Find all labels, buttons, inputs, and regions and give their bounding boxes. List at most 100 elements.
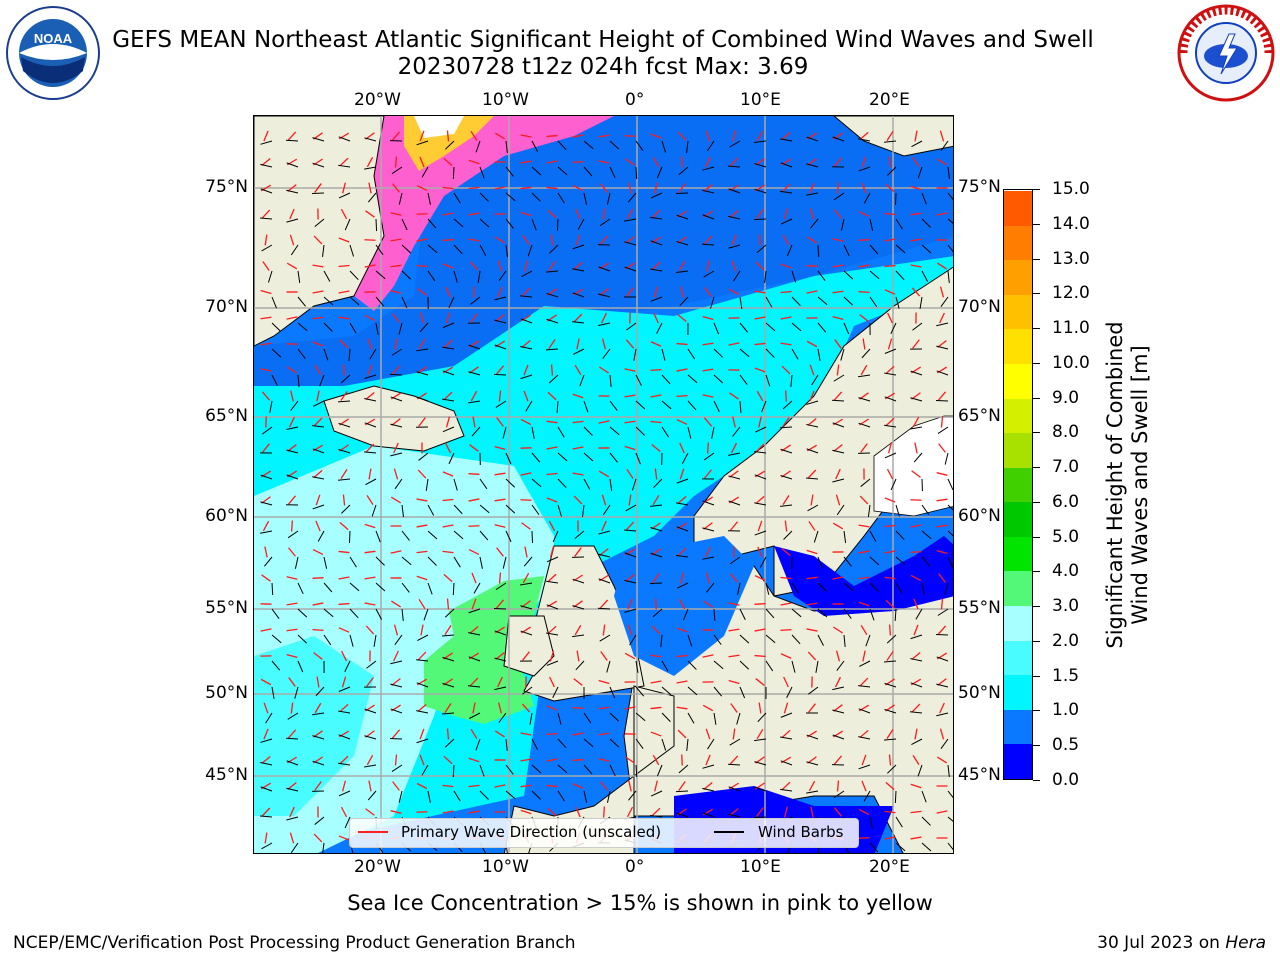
wind-barb [635,764,638,778]
wind-barb [286,162,299,168]
wave-direction-arrow [342,182,346,194]
wave-direction-arrow [599,235,609,245]
wave-direction-arrow [576,338,580,350]
wave-direction-arrow [784,208,788,220]
wind-barb [312,712,325,716]
wave-direction-arrow [704,287,712,297]
wave-direction-arrow [338,602,350,606]
wind-barb [520,346,533,350]
wave-direction-arrow [757,520,763,532]
wave-direction-arrow [650,394,662,398]
wind-barb [341,504,351,514]
wave-direction-arrow [495,599,505,609]
wave-direction-arrow [835,494,841,506]
wave-direction-arrow [628,182,632,194]
colorbar-segment [1004,294,1032,330]
wave-direction-arrow [650,654,662,658]
wave-direction-arrow [655,598,657,610]
wind-barb [271,322,281,332]
wave-direction-arrow [419,130,425,142]
wave-direction-arrow [755,261,765,271]
wave-direction-arrow [549,676,555,688]
wave-direction-arrow [598,160,610,164]
wind-barb [323,348,329,361]
wind-barb [650,814,663,818]
wave-direction-arrow [914,130,918,142]
wave-direction-arrow [521,703,531,713]
wave-direction-arrow [365,808,375,816]
colorbar-tick-mark [1033,293,1040,295]
wave-direction-arrow [262,261,270,271]
wind-barb [375,218,378,232]
wave-direction-arrow [338,237,350,243]
wind-barb [577,218,585,230]
wave-direction-arrow [625,756,635,764]
wind-barb [391,166,403,175]
wind-barb [479,166,485,179]
wave-direction-arrow [365,443,375,453]
wave-direction-arrow [784,806,788,818]
wave-direction-arrow [416,782,428,790]
wave-direction-arrow [520,472,532,476]
wave-direction-arrow [624,420,636,424]
footer-machine: Hera [1225,933,1266,953]
wind-barb [947,270,950,283]
wave-direction-arrow [858,211,870,217]
wave-direction-arrow [316,676,320,688]
wind-barb [322,842,325,853]
wind-barb [529,712,533,725]
wave-direction-arrow [471,598,477,610]
wind-barb [921,530,932,540]
wave-direction-arrow [523,364,529,376]
lat-tick-left: 60°N [205,506,248,526]
wave-direction-arrow [286,576,298,580]
wind-barb [520,374,533,380]
wind-barb [389,373,403,376]
wind-barb [521,270,533,278]
wind-barb [312,735,325,740]
wave-direction-arrow [651,625,661,635]
wind-barb [764,270,767,283]
wind-barb [895,556,906,566]
wave-direction-arrow [572,184,584,192]
wave-direction-arrow [678,183,686,193]
wind-barb [728,475,741,480]
wind-barb [629,634,637,646]
wind-barb [791,296,801,306]
wind-barb [729,140,741,148]
wind-barb [338,734,351,740]
wave-direction-arrow [416,238,428,242]
wave-direction-arrow [366,495,374,505]
wind-barb [786,244,793,257]
wave-direction-arrow [338,835,350,841]
wind-barb [452,582,455,596]
wind-barb [869,842,879,853]
wave-direction-arrow [445,312,451,324]
wave-direction-arrow [548,339,556,349]
wind-barb [739,400,742,414]
wave-direction-arrow [884,264,896,268]
wave-direction-arrow [834,209,842,219]
wave-direction-arrow [755,678,765,686]
wind-barb [728,244,741,249]
wind-barb [791,270,797,283]
wind-barb [765,374,771,387]
wind-barb [260,738,273,743]
colorbar-tick-label: 14.0 [1052,213,1090,234]
wind-barb [780,475,793,480]
wind-barb [557,504,562,517]
wave-direction-arrow [262,443,270,453]
wind-barb [754,451,767,454]
wave-direction-arrow [729,808,739,816]
wave-direction-arrow [549,546,555,558]
wind-barb [840,348,845,361]
wind-barb-legend-label: Wind Barbs [758,823,844,841]
wind-barb [349,556,357,568]
wave-direction-arrow [261,158,271,166]
wave-direction-arrow [419,728,425,740]
wind-barb [375,530,381,543]
wave-direction-arrow [885,183,895,193]
wave-direction-arrow [626,287,634,297]
wind-barb [271,608,280,619]
wind-barb [297,634,308,644]
